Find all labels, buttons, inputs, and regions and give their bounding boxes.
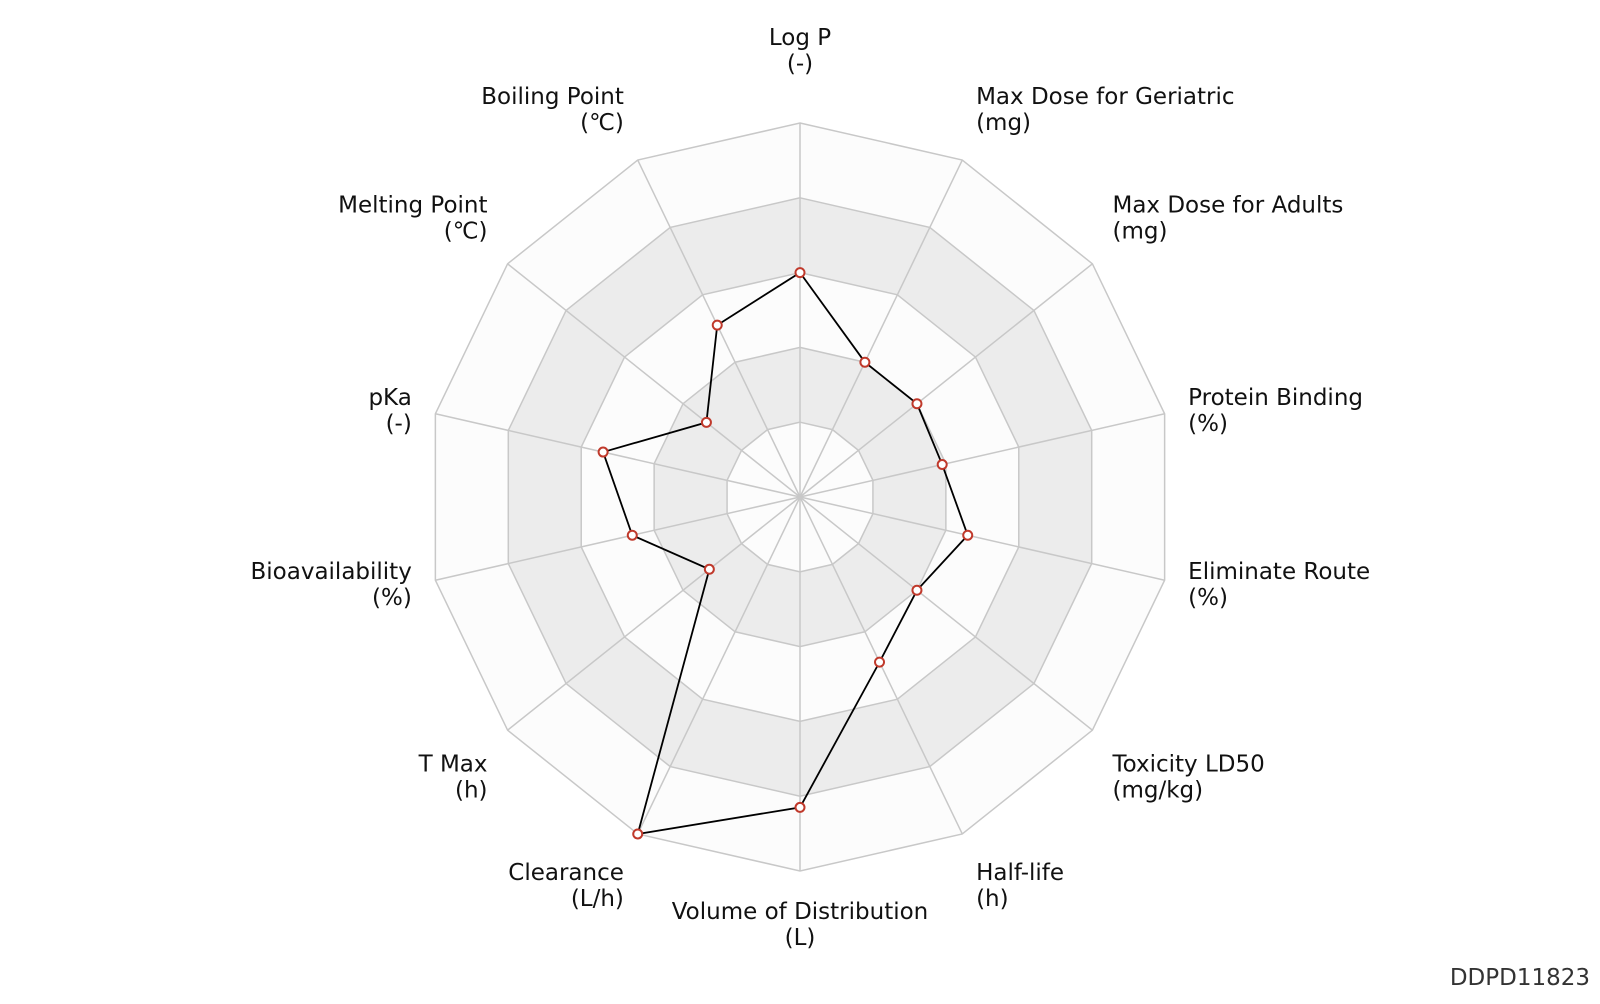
axis-label: Max Dose for Geriatric	[976, 84, 1234, 110]
axis-unit: (h)	[976, 886, 1009, 912]
data-point	[632, 828, 644, 840]
footer-id: DDPD11823	[1450, 965, 1590, 991]
data-point	[794, 801, 806, 813]
data-point	[962, 529, 974, 541]
data-point	[874, 656, 886, 668]
axis-label: Melting Point	[338, 193, 487, 219]
data-point	[911, 584, 923, 596]
data-point	[703, 563, 715, 575]
axis-label: Toxicity LD50	[1111, 751, 1264, 777]
axis-unit: (L/h)	[571, 886, 624, 912]
data-point	[859, 356, 871, 368]
axis-spoke	[507, 496, 801, 731]
data-point	[597, 446, 609, 458]
axis-label: Eliminate Route	[1188, 559, 1370, 585]
axis-label: T Max	[418, 751, 488, 777]
axis-spoke	[435, 413, 801, 498]
data-point	[936, 459, 948, 471]
axis-label: Volume of Distribution	[672, 899, 929, 925]
axis-spoke	[799, 496, 1093, 731]
axis-label: pKa	[368, 385, 411, 411]
axis-unit: (mg/kg)	[1112, 777, 1203, 803]
axis-label: Clearance	[508, 860, 624, 886]
axis-unit: (%)	[372, 585, 412, 611]
axis-spoke	[435, 496, 801, 581]
data-point	[911, 398, 923, 410]
axis-unit: (mg)	[976, 110, 1031, 136]
axis-spoke	[799, 413, 1165, 498]
axis-label: Half-life	[976, 860, 1064, 886]
axis-spoke	[799, 496, 1165, 581]
data-point	[626, 529, 638, 541]
axis-unit: (℃)	[444, 219, 488, 245]
axis-unit: (%)	[1188, 585, 1228, 611]
axis-unit: (h)	[455, 777, 488, 803]
axis-unit: (-)	[386, 411, 412, 437]
axis-spoke	[799, 159, 963, 498]
axis-label: Bioavailability	[251, 559, 412, 585]
axis-label: Boiling Point	[481, 84, 624, 110]
axis-unit: (℃)	[580, 110, 624, 136]
axis-label: Max Dose for Adults	[1112, 193, 1343, 219]
axis-unit: (L)	[785, 925, 816, 951]
axis-unit: (%)	[1188, 411, 1228, 437]
axis-spoke	[637, 496, 801, 835]
data-point	[794, 267, 806, 279]
axis-spoke	[799, 263, 1093, 498]
axis-spoke	[507, 263, 801, 498]
axis-unit: (-)	[787, 51, 813, 77]
axis-unit: (mg)	[1112, 219, 1167, 245]
data-point	[711, 319, 723, 331]
axis-label: Protein Binding	[1188, 385, 1363, 411]
data-point	[700, 416, 712, 428]
axis-label: Log P	[769, 25, 831, 51]
